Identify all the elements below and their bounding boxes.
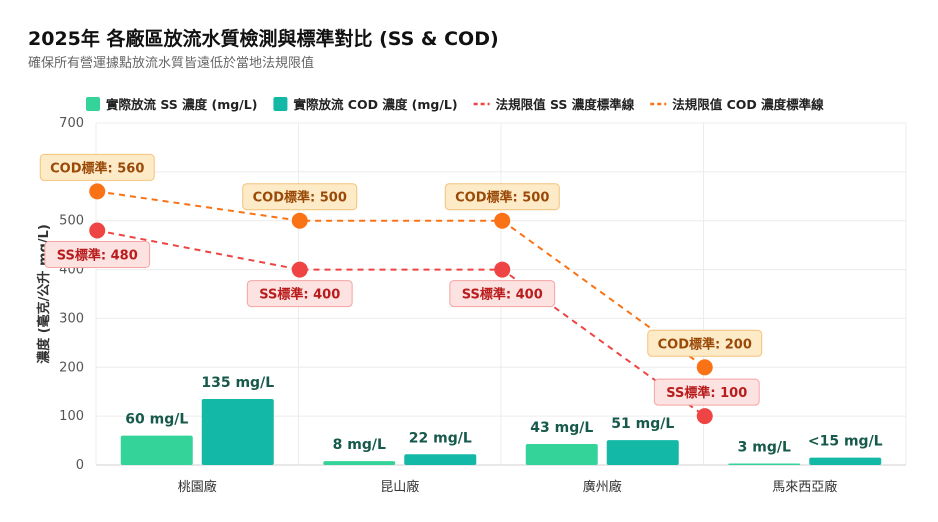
bar: [120, 435, 193, 465]
legend-label: 法規限值 SS 濃度標準線: [496, 97, 635, 112]
bar-data-label: 8 mg/L: [333, 437, 386, 453]
bar-data-label: 43 mg/L: [530, 420, 593, 436]
standard-point: [696, 408, 713, 425]
annotation-box: [647, 329, 763, 357]
y-tick-label: 100: [59, 409, 84, 424]
bar: [404, 454, 477, 465]
standard-point: [291, 212, 308, 229]
legend-label: 實際放流 COD 濃度 (mg/L): [293, 97, 457, 112]
standard-point: [494, 261, 511, 278]
annotation-box: [242, 183, 358, 211]
annotation-box: [449, 280, 556, 308]
x-tick-label: 馬來西亞廠: [772, 479, 837, 495]
annotation-label: SS標準: 400: [462, 287, 543, 303]
bar: [525, 443, 598, 465]
standard-point: [89, 183, 106, 200]
x-tick-label: 廣州廠: [583, 479, 622, 495]
y-tick-label: 200: [59, 360, 84, 375]
legend-swatch: [273, 97, 288, 111]
legend-label: 實際放流 SS 濃度 (mg/L): [106, 97, 257, 112]
standard-line: [97, 229, 706, 417]
annotation-label: SS標準: 400: [259, 287, 340, 303]
y-tick-label: 300: [59, 311, 84, 326]
bar-data-label: 22 mg/L: [409, 430, 472, 446]
annotation-label: COD標準: 500: [455, 190, 549, 206]
annotation-label: COD標準: 200: [658, 336, 752, 352]
standard-line: [97, 190, 706, 369]
legend-swatch: [86, 97, 100, 111]
y-tick-label: 0: [76, 458, 84, 473]
bar: [809, 457, 882, 465]
annotation-box: [653, 378, 760, 406]
annotation-box: [246, 280, 353, 308]
annotation-box: [44, 240, 151, 268]
bar: [201, 399, 274, 465]
bar: [606, 440, 679, 465]
x-tick-label: 昆山廠: [380, 479, 419, 495]
annotation-box: [39, 153, 155, 181]
standard-point: [291, 261, 308, 278]
bar-data-label: 60 mg/L: [125, 412, 188, 428]
legend-label: 法規限值 COD 濃度標準線: [672, 97, 824, 112]
annotation-box: [444, 183, 560, 211]
bar: [323, 461, 396, 465]
bar: [728, 463, 801, 465]
annotation-label: SS標準: 100: [666, 385, 747, 401]
bar-data-label: 135 mg/L: [201, 375, 274, 391]
bar-data-label: 51 mg/L: [611, 416, 674, 432]
annotation-label: SS標準: 480: [57, 247, 138, 263]
bar-data-label: 3 mg/L: [738, 440, 791, 456]
annotation-label: COD標準: 500: [253, 190, 347, 206]
bar-data-label: <15 mg/L: [808, 434, 883, 450]
y-tick-label: 700: [59, 116, 84, 131]
standard-point: [494, 212, 511, 229]
chart-subtitle: 確保所有營運據點放流水質皆遠低於當地法規限值: [28, 56, 315, 71]
standard-point: [89, 222, 106, 239]
standard-point: [696, 359, 713, 376]
chart-title: 2025年 各廠區放流水質檢測與標準對比 (SS & COD): [28, 28, 499, 50]
annotation-label: COD標準: 560: [50, 160, 144, 176]
y-tick-label: 500: [59, 214, 84, 229]
x-tick-label: 桃園廠: [178, 479, 217, 495]
